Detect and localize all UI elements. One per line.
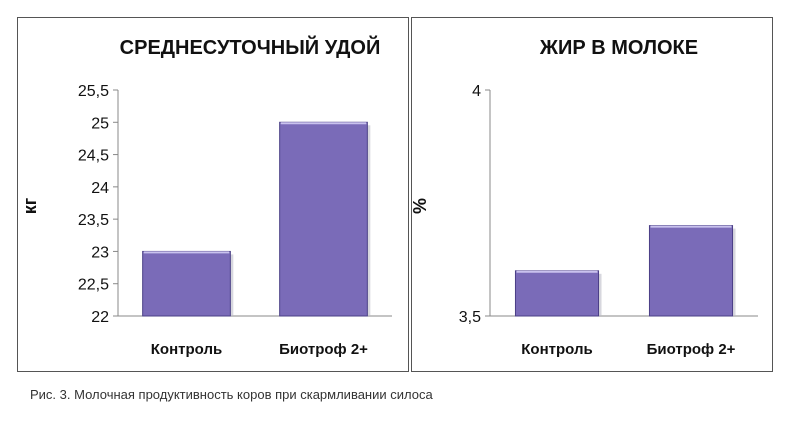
y-axis-label: кг <box>20 197 40 214</box>
y-axis-label: % <box>410 198 430 214</box>
chart-title: ЖИР В МОЛОКЕ <box>539 37 698 59</box>
bar-1 <box>514 270 600 317</box>
y-tick-label: 3,5 <box>459 309 481 326</box>
y-tick-label: 22,5 <box>78 277 109 294</box>
y-tick-label: 23,5 <box>78 212 109 229</box>
bar-2 <box>648 225 734 317</box>
chart-title: СРЕДНЕСУТОЧНЫЙ УДОЙ <box>120 35 381 59</box>
x-category-label: Контроль <box>521 341 592 358</box>
y-tick-label: 25,5 <box>78 83 109 100</box>
x-category-label: Биотроф 2+ <box>279 341 368 358</box>
x-category-label: Биотроф 2+ <box>647 341 736 358</box>
bar-2 <box>279 121 368 317</box>
y-tick-label: 4 <box>472 83 481 100</box>
y-tick-label: 24,5 <box>78 148 109 165</box>
chart-panel-milk-yield: СРЕДНЕСУТОЧНЫЙ УДОЙ кг 22 22,5 23 23,5 24 24,5 2… <box>17 17 409 372</box>
x-category-label: Контроль <box>151 341 222 358</box>
y-tick-label: 23 <box>91 244 109 261</box>
y-tick-label: 22 <box>91 309 109 326</box>
milk-yield-chart: СРЕДНЕСУТОЧНЫЙ УДОЙ кг 22 22,5 23 23,5 24 24,5 2… <box>20 35 392 358</box>
chart-panel-milk-fat: ЖИР В МОЛОКЕ% 3,5 4 Контроль Биотроф 2+ <box>410 17 773 372</box>
y-tick-label: 24 <box>91 180 109 197</box>
milk-fat-chart: ЖИР В МОЛОКЕ% 3,5 4 Контроль Биотроф 2+ <box>410 37 758 358</box>
bar-1 <box>142 250 231 317</box>
y-tick-label: 25 <box>91 115 109 132</box>
figure-caption: Рис. 3. Молочная продуктивность коров пр… <box>30 387 433 402</box>
